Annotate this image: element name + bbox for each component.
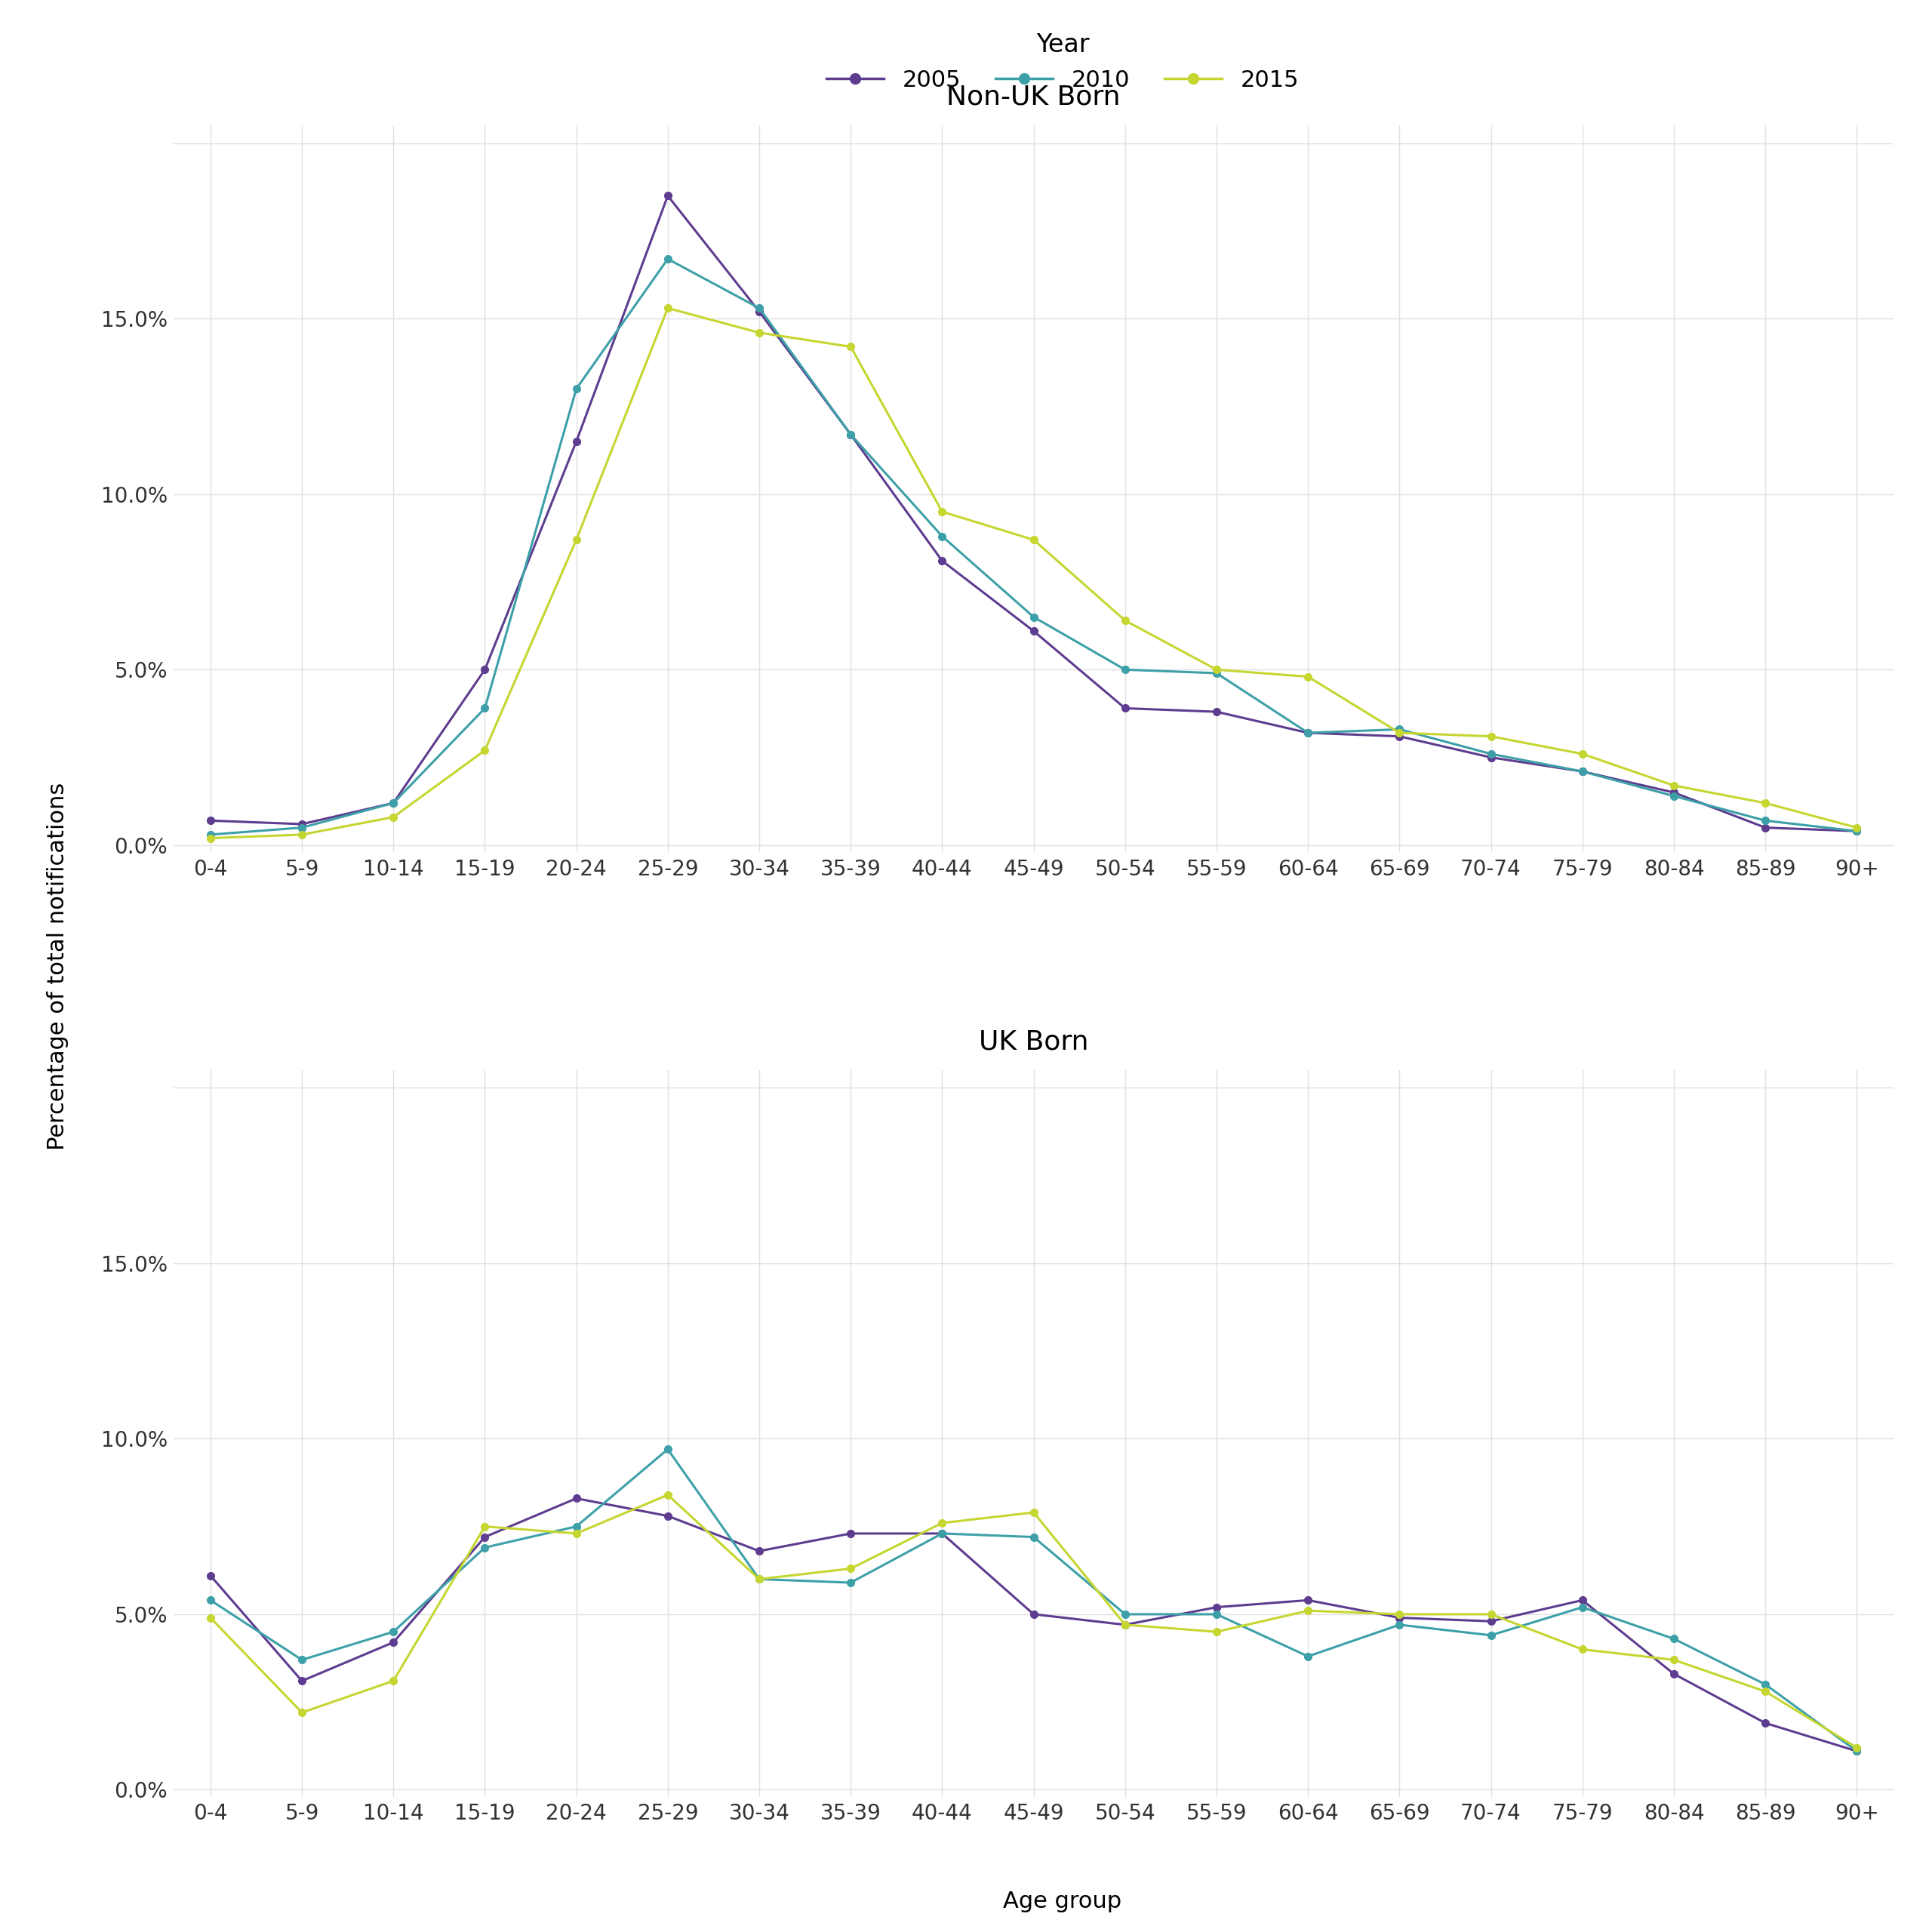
Text: Age group: Age group	[1003, 1891, 1122, 1913]
Text: Percentage of total notifications: Percentage of total notifications	[46, 782, 70, 1150]
Title: Non-UK Born: Non-UK Born	[947, 85, 1121, 110]
Title: UK Born: UK Born	[980, 1030, 1088, 1055]
Legend: 2005, 2010, 2015: 2005, 2010, 2015	[815, 21, 1310, 102]
